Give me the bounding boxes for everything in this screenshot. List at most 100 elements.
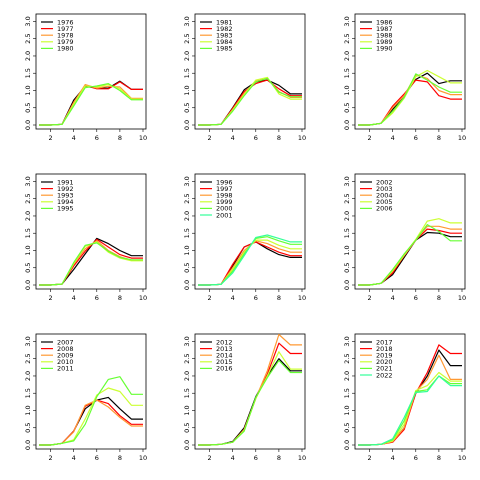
series-line-2001 [198, 234, 302, 286]
y-tick-label: 3.0 [24, 176, 32, 186]
y-tick-label: 3.0 [183, 176, 191, 186]
y-tick-label: 3.0 [343, 336, 351, 346]
x-tick-label: 4 [72, 134, 76, 142]
y-tick-label: 2.0 [343, 371, 351, 381]
legend-label: 1999 [216, 198, 233, 206]
x-tick-label: 2 [48, 294, 52, 302]
plot-frame [35, 333, 147, 450]
y-tick-label: 1.5 [24, 388, 32, 398]
y-tick-label: 2.5 [24, 354, 32, 364]
x-tick-label: 4 [72, 454, 76, 462]
legend-label: 1979 [57, 38, 74, 46]
y-tick-label: 0.5 [183, 103, 191, 113]
legend-label: 2017 [376, 338, 393, 346]
series-line-2020 [358, 371, 462, 446]
legend-label: 2008 [57, 345, 74, 353]
x-tick-label: 2 [367, 134, 371, 142]
series-line-1985 [198, 77, 302, 126]
legend-label: 1994 [57, 198, 74, 206]
legend-label: 2010 [57, 358, 74, 366]
legend-label: 1989 [376, 38, 393, 46]
x-tick-label: 8 [437, 134, 441, 142]
series-line-1988 [358, 74, 462, 126]
legend-label: 2001 [216, 211, 233, 219]
y-tick-label: 2.5 [343, 34, 351, 44]
y-tick-label: 0.0 [24, 280, 32, 290]
x-tick-label: 2 [48, 134, 52, 142]
x-tick-label: 8 [437, 294, 441, 302]
x-tick-label: 8 [437, 454, 441, 462]
plot-frame [194, 333, 306, 450]
series-line-2002 [358, 231, 462, 286]
legend-label: 2011 [57, 365, 74, 373]
y-tick-label: 0.5 [343, 423, 351, 433]
y-tick-label: 0.5 [343, 103, 351, 113]
plot-frame [35, 173, 147, 290]
panel-5: 2 4 6 8 10 0.0 0.5 1.0 1.5 2.0 2.5 3.0 1996199719981… [183, 173, 306, 302]
legend-label: 1992 [57, 185, 74, 193]
y-tick-label: 2.0 [24, 51, 32, 61]
x-tick-label: 2 [367, 454, 371, 462]
series-line-1996 [198, 241, 302, 286]
panel-2: 2 4 6 8 100.00.51.01.52.02.53.0 1981198219831… [183, 13, 306, 142]
series-line-1990 [358, 73, 462, 126]
legend-label: 2006 [376, 205, 393, 213]
y-tick-label: 1.0 [24, 85, 32, 95]
legend-label: 1993 [57, 192, 74, 200]
legend-label: 1991 [57, 178, 74, 186]
x-tick-label: 4 [231, 134, 235, 142]
x-tick-label: 8 [118, 294, 122, 302]
plot-frame [354, 13, 466, 130]
y-tick-label: 0.0 [24, 120, 32, 130]
legend-label: 2007 [57, 338, 74, 346]
y-tick-label: 2.0 [183, 211, 191, 221]
x-tick-label: 8 [277, 454, 281, 462]
x-tick-label: 6 [254, 454, 258, 462]
series-line-2022 [358, 375, 462, 446]
y-tick-label: 1.5 [343, 228, 351, 238]
panel-7: 2 4 6 8 100.00.51.01.52.02.53.0 2007200820092… [24, 333, 147, 462]
y-tick-label: 1.0 [343, 405, 351, 415]
x-tick-label: 4 [231, 454, 235, 462]
y-tick-label: 0.5 [343, 263, 351, 273]
y-tick-label: 2.0 [24, 211, 32, 221]
x-tick-label: 10 [139, 134, 147, 142]
y-tick-label: 3.0 [183, 336, 191, 346]
legend-label: 1981 [216, 18, 233, 26]
panel-8: 2 4 6 8 100.00.51.01.52.02.53.0 2012201320142… [183, 333, 306, 462]
series-line-1995 [39, 242, 143, 286]
y-tick-label: 0.5 [24, 103, 32, 113]
series-line-1976 [39, 80, 143, 126]
y-tick-label: 3.0 [183, 16, 191, 26]
legend-label: 2012 [216, 338, 233, 346]
y-tick-label: 1.0 [183, 85, 191, 95]
series-line-2011 [39, 376, 143, 446]
y-tick-label: 1.5 [343, 388, 351, 398]
legend-label: 1995 [57, 205, 74, 213]
x-tick-label: 4 [231, 294, 235, 302]
legend-label: 1990 [376, 45, 393, 53]
y-tick-label: 1.5 [183, 228, 191, 238]
x-tick-label: 2 [207, 454, 211, 462]
x-tick-label: 2 [207, 134, 211, 142]
x-tick-label: 8 [118, 454, 122, 462]
series-line-2010 [39, 387, 143, 446]
legend-label: 2009 [57, 352, 74, 360]
y-tick-label: 3.0 [343, 176, 351, 186]
x-tick-label: 8 [277, 294, 281, 302]
legend-label: 2003 [376, 185, 393, 193]
y-tick-label: 1.5 [343, 68, 351, 78]
x-tick-label: 8 [118, 134, 122, 142]
y-tick-label: 2.5 [343, 194, 351, 204]
series-line-1997 [198, 241, 302, 286]
plot-frame [35, 13, 147, 130]
x-tick-label: 6 [414, 454, 418, 462]
y-tick-label: 1.0 [343, 245, 351, 255]
panel-6: 2 4 6 8 100.00.51.01.52.02.53.0 2002200320042… [343, 173, 466, 302]
legend-label: 1998 [216, 192, 233, 200]
y-tick-label: 1.0 [24, 245, 32, 255]
x-tick-label: 4 [391, 294, 395, 302]
legend-label: 1986 [376, 18, 393, 26]
y-tick-label: 1.0 [183, 245, 191, 255]
y-tick-label: 3.0 [24, 336, 32, 346]
